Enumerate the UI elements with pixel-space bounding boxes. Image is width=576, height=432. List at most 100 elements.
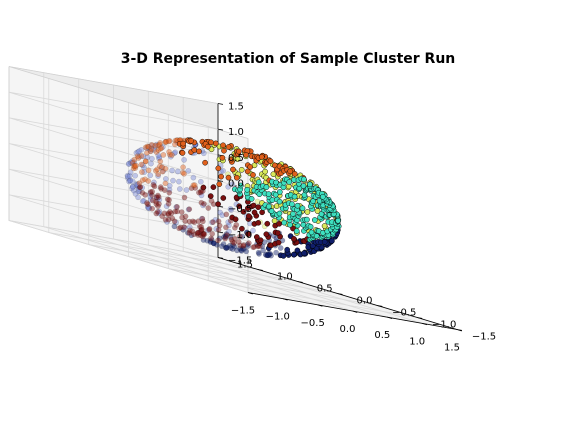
- data-point: [149, 188, 155, 195]
- data-point: [186, 218, 193, 225]
- z-tick-label: −1.5: [228, 256, 252, 267]
- data-point: [191, 219, 198, 225]
- data-point: [234, 247, 240, 254]
- data-point: [188, 185, 195, 191]
- data-point: [223, 245, 229, 251]
- data-point: [250, 172, 256, 178]
- data-point: [153, 141, 160, 148]
- data-point: [178, 209, 185, 215]
- data-point: [130, 183, 136, 190]
- data-point: [265, 203, 272, 210]
- data-point: [301, 250, 308, 257]
- data-point: [321, 223, 328, 229]
- data-point: [165, 211, 172, 218]
- data-point: [219, 212, 226, 218]
- data-point: [231, 240, 237, 246]
- data-point: [172, 137, 179, 144]
- y-tick-label: 0.0: [357, 296, 373, 307]
- data-point: [174, 208, 180, 215]
- data-point: [131, 159, 138, 166]
- data-point: [155, 142, 162, 149]
- data-point: [163, 138, 169, 145]
- data-point: [155, 203, 161, 209]
- data-point: [186, 206, 193, 212]
- data-point: [222, 235, 228, 242]
- tick-mark: [377, 305, 383, 307]
- data-point: [198, 199, 205, 206]
- data-point: [167, 209, 173, 215]
- data-point: [281, 219, 288, 226]
- data-point: [154, 166, 160, 173]
- data-point: [200, 231, 207, 238]
- data-points: [124, 137, 342, 259]
- tick-mark: [317, 304, 323, 307]
- data-point: [169, 167, 175, 174]
- data-point: [166, 182, 173, 189]
- data-point: [145, 144, 152, 150]
- data-point: [228, 236, 235, 243]
- data-point: [264, 252, 271, 259]
- data-point: [223, 245, 230, 251]
- data-point: [207, 193, 214, 199]
- data-point: [238, 248, 245, 254]
- data-point: [191, 147, 198, 153]
- data-point: [204, 237, 210, 244]
- data-point: [124, 172, 131, 179]
- data-point: [263, 252, 270, 258]
- data-point: [229, 181, 236, 187]
- data-point: [149, 205, 155, 212]
- data-point: [198, 224, 204, 230]
- data-point: [237, 182, 244, 189]
- data-point: [138, 153, 145, 159]
- data-point: [131, 163, 137, 169]
- data-point: [253, 234, 260, 240]
- data-point: [139, 190, 146, 196]
- data-point: [142, 192, 148, 198]
- data-point: [200, 202, 206, 209]
- data-point: [133, 162, 139, 169]
- data-point: [154, 209, 161, 215]
- data-point: [135, 155, 142, 161]
- tick-mark: [217, 257, 224, 259]
- data-point: [183, 187, 190, 193]
- data-point: [272, 191, 279, 198]
- data-point: [166, 186, 173, 193]
- data-point: [257, 237, 264, 244]
- data-point: [222, 234, 229, 240]
- data-point: [153, 168, 159, 174]
- data-point: [171, 223, 178, 230]
- data-point: [208, 237, 215, 243]
- data-point: [129, 185, 135, 192]
- data-point: [169, 215, 176, 222]
- data-point: [197, 229, 203, 236]
- data-point: [262, 168, 268, 175]
- data-point: [273, 249, 279, 256]
- data-point: [276, 210, 283, 217]
- pane-edge: [8, 66, 219, 104]
- data-point: [321, 239, 328, 245]
- data-point: [182, 218, 188, 224]
- data-point: [238, 247, 244, 253]
- data-point: [198, 178, 204, 185]
- y-tick-label: −0.5: [392, 308, 416, 319]
- data-point: [156, 155, 162, 162]
- data-point: [191, 231, 197, 238]
- data-point: [232, 225, 238, 231]
- data-point: [243, 248, 249, 255]
- data-point: [236, 239, 242, 245]
- data-point: [196, 189, 202, 196]
- data-point: [135, 194, 141, 201]
- data-point: [226, 222, 232, 229]
- data-point: [250, 244, 256, 251]
- data-point: [156, 196, 163, 203]
- data-point: [231, 243, 238, 250]
- data-point: [136, 153, 143, 160]
- data-point: [245, 231, 251, 237]
- data-point: [251, 244, 257, 250]
- data-point: [267, 251, 273, 257]
- data-point: [160, 144, 166, 150]
- data-point: [245, 243, 251, 249]
- data-point: [173, 204, 180, 210]
- data-point: [152, 142, 159, 149]
- data-point: [159, 168, 166, 175]
